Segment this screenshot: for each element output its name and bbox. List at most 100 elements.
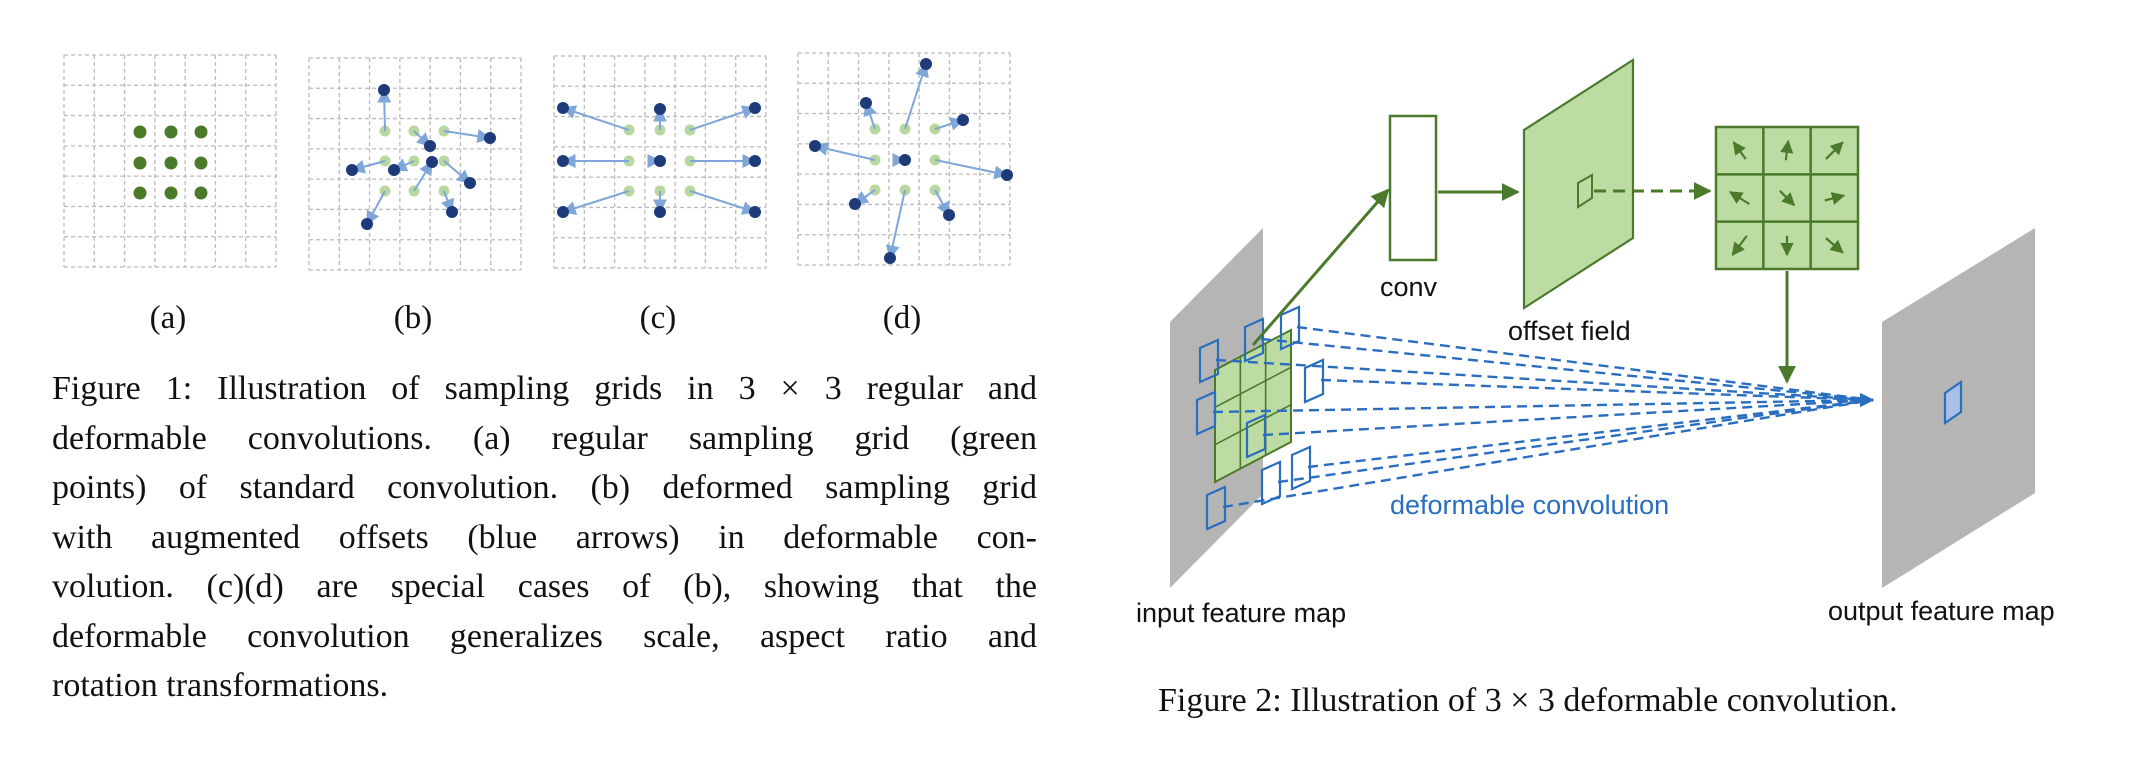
deformed-sampling-box [1245,413,1267,459]
offset-arrow [885,189,906,260]
deformed-sampling-point [446,206,458,218]
offset-arrow [689,190,757,215]
dashed-projection-line [1260,337,1874,402]
regular-sampling-point [194,156,208,170]
dashed-projection-line [1215,358,1874,402]
deformed-sampling-point [809,140,821,152]
deformed-sampling-point [557,155,569,167]
regular-sampling-point [194,186,208,200]
deformed-sampling-box [1260,460,1282,506]
deformed-sampling-point [749,155,761,167]
dashed-projection-line [1222,398,1874,509]
sampling-grid-panel [63,54,277,268]
deformed-sampling-point [860,97,872,109]
regular-sampling-point [133,156,147,170]
offset-direction-arrow [1731,235,1748,256]
deformed-sampling-point [884,252,896,264]
subfigure-label-b: (b) [393,300,433,336]
caption-line: with augmented offsets (blue arrows) in … [52,518,1037,556]
figure-1-caption: Figure 1: Illustration of sampling grids… [52,364,1037,711]
offset-arrow [377,88,392,132]
conv-label: conv [1380,272,1438,302]
figure-1-sampling-grids [63,52,1013,271]
output-feature-map-label: output feature map [1828,596,2055,626]
offset-arrow [934,159,1009,180]
caption-line: rotation transformations. [52,667,389,704]
regular-sampling-point [164,156,178,170]
offset-direction-arrow [1825,141,1844,160]
output-sample-box [1943,379,1963,426]
offset-direction-arrow [1779,190,1796,207]
deformed-sampling-box [1198,338,1220,384]
subfigure-label-d: (d) [882,300,922,336]
offset-arrow [561,190,630,215]
subfigure-label-a: (a) [149,300,187,336]
dashed-projection-line [1212,398,1874,414]
deformed-sampling-point [920,58,932,70]
deformed-sampling-box [1290,445,1312,491]
caption-line: deformable convolutions. (a) regular sam… [52,419,1037,457]
deformed-sampling-point [426,156,438,168]
regular-sampling-point [164,186,178,200]
deformable-convolution-label: deformable convolution [1390,490,1670,520]
offset-direction-arrow [1728,191,1750,205]
offset-arrow [443,129,492,144]
deformed-sampling-point [388,164,400,176]
offset-arrow [366,190,386,226]
offset-direction-arrow [1825,237,1844,254]
deformed-sampling-point [943,209,955,221]
regular-sampling-point [194,125,208,139]
deformed-sampling-point [899,154,911,166]
deformed-sampling-point [378,84,390,96]
offset-field-label: offset field [1508,316,1631,346]
deformed-sampling-point [346,164,358,176]
figure-2-caption: Figure 2: Illustration of 3 × 3 deformab… [1158,682,1898,719]
deformed-sampling-point [749,206,761,218]
deformed-sampling-box [1205,485,1227,531]
deformed-sampling-box [1195,390,1217,436]
caption-line: deformable convolution generalizes scale… [52,617,1037,655]
deformed-sampling-point [557,102,569,114]
conv-layer-box [1388,114,1438,262]
kernel-grid-line [1214,366,1292,409]
regular-sampling-point [133,125,147,139]
offset-direction-arrow [1732,141,1747,160]
dashed-projection-line [1320,378,1874,402]
caption-line: volution. (c)(d) are special cases of (b… [52,568,1037,605]
deformed-sampling-point [484,132,496,144]
caption-line: Figure 1: Illustration of sampling grids… [52,370,1037,407]
deformed-sampling-point [654,103,666,115]
subfigure-label-c: (c) [639,300,677,336]
deformed-sampling-point [1001,169,1013,181]
deformed-sampling-point [749,102,761,114]
regular-sampling-point [133,186,147,200]
regular-sampling-point [164,125,178,139]
input-to-conv-arrow [1251,188,1390,346]
deformed-sampling-box [1279,305,1301,351]
dashed-projection-line [1296,325,1874,402]
deformed-sampling-point [654,155,666,167]
dashed-projection-line [1277,398,1874,484]
offset-arrow [904,62,929,130]
offset-direction-arrow [1780,139,1794,161]
offset-arrow [813,142,876,161]
offset-field-position-box [1577,173,1593,209]
deformed-sampling-point [361,218,373,230]
deformed-sampling-box [1243,317,1265,363]
deformed-sampling-point [849,198,861,210]
deformed-sampling-point [464,177,476,189]
deformed-sampling-box [1303,358,1325,404]
offset-arrow [689,105,757,131]
deformed-sampling-point [957,114,969,126]
offset-arrow [561,105,630,131]
dashed-projection-line [1262,398,1874,437]
input-feature-map-label: input feature map [1136,598,1347,628]
offset-direction-arrow [1824,192,1846,205]
deformed-sampling-point [557,206,569,218]
dashed-projection-line [1307,398,1874,469]
caption-line: points) of standard convolution. (b) def… [52,469,1037,506]
deformed-sampling-point [654,206,666,218]
deformed-sampling-point [424,140,436,152]
